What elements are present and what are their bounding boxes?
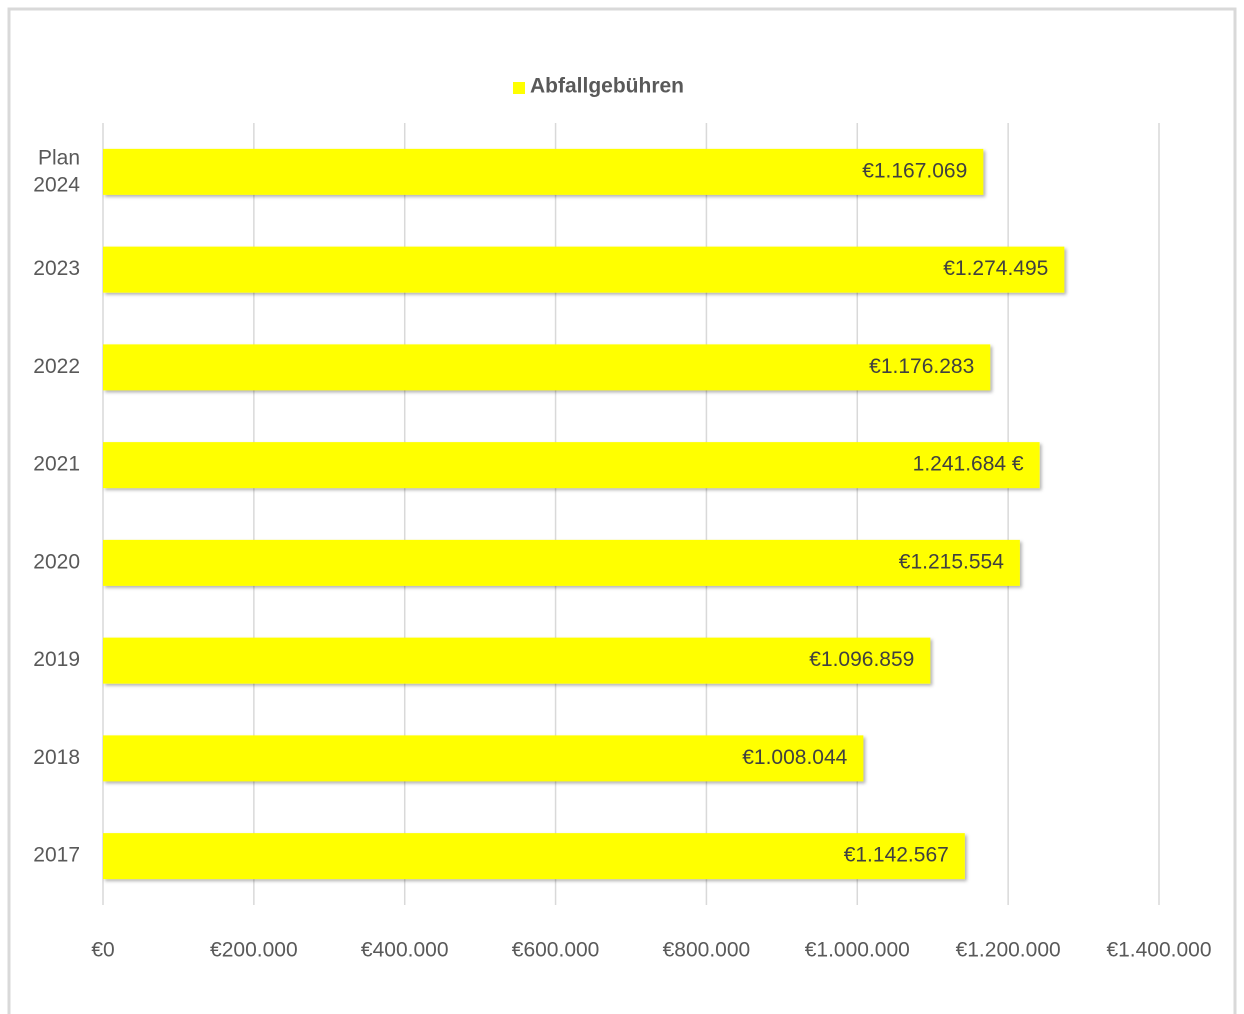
data-label: €1.008.044 — [742, 746, 847, 769]
x-tick-label: €1.200.000 — [956, 939, 1061, 962]
x-tick-label: €1.000.000 — [805, 939, 910, 962]
legend-label: Abfallgebühren — [530, 75, 684, 98]
y-tick-label: Plan 2024 — [27, 146, 80, 196]
bar — [103, 539, 1020, 586]
data-label: €1.142.567 — [844, 844, 949, 867]
bar — [103, 344, 991, 391]
data-label: €1.215.554 — [899, 550, 1004, 573]
data-label: €1.167.069 — [862, 159, 967, 182]
y-tick-label: 2023 — [33, 257, 80, 280]
y-tick-label: 2021 — [33, 453, 80, 476]
data-label: €1.274.495 — [943, 257, 1048, 280]
bar — [103, 148, 984, 195]
y-tick-label: 2018 — [33, 746, 80, 769]
x-tick-label: €800.000 — [663, 939, 751, 962]
data-label: €1.096.859 — [809, 648, 914, 671]
x-tick-label: €200.000 — [210, 939, 298, 962]
x-tick-label: €0 — [91, 939, 114, 962]
bar — [103, 735, 864, 782]
bar — [103, 442, 1040, 489]
bar — [103, 637, 931, 684]
x-tick-label: €400.000 — [361, 939, 449, 962]
bar — [103, 246, 1065, 293]
y-tick-label: 2017 — [33, 844, 80, 867]
x-tick-label: €1.400.000 — [1106, 939, 1211, 962]
data-label: €1.176.283 — [869, 355, 974, 378]
y-tick-label: 2022 — [33, 355, 80, 378]
x-tick-label: €600.000 — [512, 939, 600, 962]
legend-swatch — [513, 82, 525, 94]
y-tick-label: 2020 — [33, 550, 80, 573]
y-tick-label: 2019 — [33, 648, 80, 671]
bar — [103, 833, 965, 880]
data-label: 1.241.684 € — [913, 453, 1024, 476]
